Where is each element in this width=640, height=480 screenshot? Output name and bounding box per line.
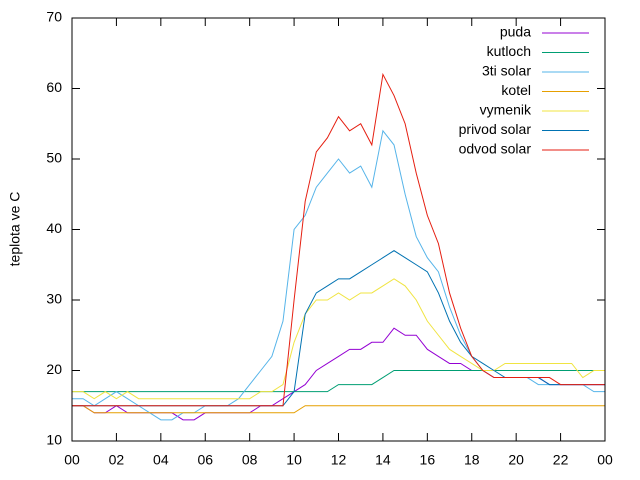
series-line <box>72 278 605 400</box>
series-line <box>72 370 605 393</box>
x-tick-label: 06 <box>197 452 213 468</box>
x-tick-label: 16 <box>420 452 436 468</box>
legend-label: vymenik <box>480 102 532 118</box>
legend-label: 3ti solar <box>482 63 531 79</box>
y-tick-label: 60 <box>46 79 62 95</box>
legend-label: kutloch <box>487 43 531 59</box>
legend-label: privod solar <box>459 121 532 137</box>
legend-label: puda <box>500 24 531 40</box>
y-axis-label: teplota ve C <box>7 192 23 267</box>
x-tick-label: 22 <box>553 452 569 468</box>
series-line <box>72 129 605 421</box>
x-tick-label: 18 <box>464 452 480 468</box>
series-line <box>72 405 605 414</box>
x-tick-label: 04 <box>153 452 169 468</box>
x-tick-label: 00 <box>597 452 613 468</box>
x-tick-label: 20 <box>508 452 524 468</box>
series-line <box>72 250 605 407</box>
legend-label: odvod solar <box>459 141 532 157</box>
x-tick-label: 12 <box>331 452 347 468</box>
x-tick-label: 00 <box>64 452 80 468</box>
x-tick-label: 10 <box>286 452 302 468</box>
x-tick-label: 08 <box>242 452 258 468</box>
y-tick-label: 70 <box>46 9 62 25</box>
y-tick-label: 40 <box>46 220 62 236</box>
x-tick-label: 02 <box>109 452 125 468</box>
plot-border <box>71 17 606 442</box>
legend-label: kotel <box>501 82 531 98</box>
series-line <box>72 72 605 407</box>
x-tick-label: 14 <box>375 452 391 468</box>
y-tick-label: 10 <box>46 432 62 448</box>
y-tick-label: 50 <box>46 150 62 166</box>
y-tick-label: 20 <box>46 361 62 377</box>
y-tick-label: 30 <box>46 291 62 307</box>
